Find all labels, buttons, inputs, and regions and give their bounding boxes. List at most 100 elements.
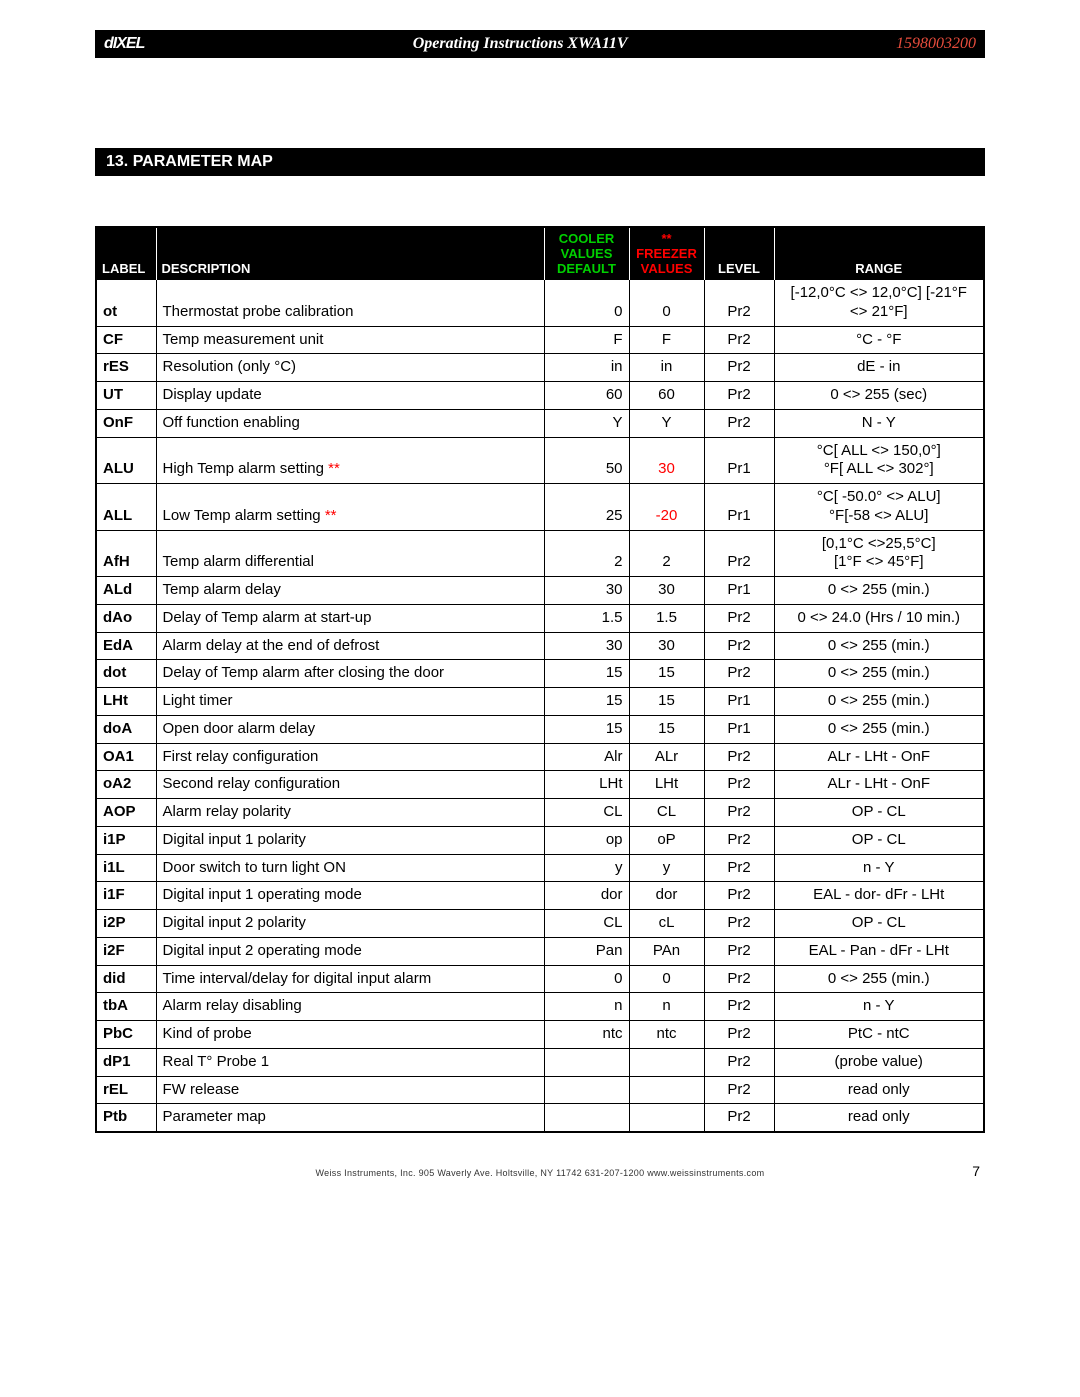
- cell-level: Pr1: [704, 688, 774, 716]
- th-freezer-l2: FREEZER: [636, 246, 697, 261]
- th-cooler-l3: DEFAULT: [557, 261, 616, 276]
- cell-description: First relay configuration: [156, 743, 544, 771]
- footer: Weiss Instruments, Inc. 905 Waverly Ave.…: [95, 1163, 985, 1179]
- section-title: 13. PARAMETER MAP: [95, 148, 985, 176]
- cell-cooler: in: [544, 354, 629, 382]
- cell-range: 0 <> 255 (sec): [774, 382, 984, 410]
- cell-freezer: cL: [629, 910, 704, 938]
- cell-description: Time interval/delay for digital input al…: [156, 965, 544, 993]
- cell-level: Pr2: [704, 1104, 774, 1132]
- cell-label: ALL: [96, 484, 156, 531]
- table-row: ALLLow Temp alarm setting **25-20Pr1°C[ …: [96, 484, 984, 531]
- th-freezer-l3: VALUES: [641, 261, 693, 276]
- table-row: dP1Real T° Probe 1Pr2(probe value): [96, 1048, 984, 1076]
- cell-range: OP - CL: [774, 826, 984, 854]
- cell-label: tbA: [96, 993, 156, 1021]
- cell-range: 0 <> 255 (min.): [774, 632, 984, 660]
- cell-description: Open door alarm delay: [156, 715, 544, 743]
- cell-description: Alarm delay at the end of defrost: [156, 632, 544, 660]
- cell-range: [0,1°C <>25,5°C][1°F <> 45°F]: [774, 530, 984, 577]
- table-row: ALdTemp alarm delay3030Pr10 <> 255 (min.…: [96, 577, 984, 605]
- cell-freezer: 0: [629, 965, 704, 993]
- cell-cooler: 30: [544, 577, 629, 605]
- cell-label: i1L: [96, 854, 156, 882]
- cell-level: Pr2: [704, 937, 774, 965]
- cell-freezer: 0: [629, 280, 704, 327]
- cell-freezer: F: [629, 326, 704, 354]
- cell-freezer: [629, 1048, 704, 1076]
- cell-level: Pr2: [704, 882, 774, 910]
- cell-freezer: LHt: [629, 771, 704, 799]
- cell-description: Digital input 2 operating mode: [156, 937, 544, 965]
- cell-range: 0 <> 255 (min.): [774, 965, 984, 993]
- cell-cooler: 50: [544, 437, 629, 484]
- cell-level: Pr2: [704, 854, 774, 882]
- cell-range: PtC - ntC: [774, 1021, 984, 1049]
- cell-description: High Temp alarm setting **: [156, 437, 544, 484]
- cell-description: Delay of Temp alarm at start-up: [156, 604, 544, 632]
- cell-cooler: F: [544, 326, 629, 354]
- table-row: dotDelay of Temp alarm after closing the…: [96, 660, 984, 688]
- cell-range: N - Y: [774, 409, 984, 437]
- cell-level: Pr2: [704, 354, 774, 382]
- cell-cooler: y: [544, 854, 629, 882]
- cell-level: Pr2: [704, 993, 774, 1021]
- table-row: rESResolution (only °C)ininPr2dE - in: [96, 354, 984, 382]
- cell-range: ALr - LHt - OnF: [774, 771, 984, 799]
- cell-level: Pr2: [704, 326, 774, 354]
- cell-description: Door switch to turn light ON: [156, 854, 544, 882]
- cell-description: Digital input 1 operating mode: [156, 882, 544, 910]
- cell-label: OnF: [96, 409, 156, 437]
- cell-level: Pr2: [704, 771, 774, 799]
- table-row: i1FDigital input 1 operating modedordorP…: [96, 882, 984, 910]
- cell-level: Pr1: [704, 577, 774, 605]
- cell-description: Temp alarm delay: [156, 577, 544, 605]
- cell-label: Ptb: [96, 1104, 156, 1132]
- cell-range: 0 <> 255 (min.): [774, 577, 984, 605]
- cell-label: i1F: [96, 882, 156, 910]
- cell-range: n - Y: [774, 993, 984, 1021]
- cell-freezer: dor: [629, 882, 704, 910]
- cell-range: 0 <> 255 (min.): [774, 688, 984, 716]
- cell-range: [-12,0°C <> 12,0°C] [-21°F <> 21°F]: [774, 280, 984, 327]
- cell-cooler: 2: [544, 530, 629, 577]
- cell-cooler: 15: [544, 688, 629, 716]
- cell-cooler: 0: [544, 280, 629, 327]
- cell-freezer: [629, 1104, 704, 1132]
- cell-cooler: 30: [544, 632, 629, 660]
- cell-level: Pr2: [704, 660, 774, 688]
- cell-description: Alarm relay disabling: [156, 993, 544, 1021]
- cell-description: Kind of probe: [156, 1021, 544, 1049]
- cell-freezer: oP: [629, 826, 704, 854]
- cell-label: i2P: [96, 910, 156, 938]
- cell-description: Delay of Temp alarm after closing the do…: [156, 660, 544, 688]
- cell-level: Pr2: [704, 1048, 774, 1076]
- cell-description: Temp measurement unit: [156, 326, 544, 354]
- th-cooler: COOLER VALUES DEFAULT: [544, 227, 629, 280]
- table-body: otThermostat probe calibration00Pr2[-12,…: [96, 280, 984, 1133]
- cell-range: ALr - LHt - OnF: [774, 743, 984, 771]
- cell-label: i1P: [96, 826, 156, 854]
- cell-description: Parameter map: [156, 1104, 544, 1132]
- cell-label: dAo: [96, 604, 156, 632]
- cell-cooler: 60: [544, 382, 629, 410]
- cell-freezer: 1.5: [629, 604, 704, 632]
- cell-label: OA1: [96, 743, 156, 771]
- table-row: oA2Second relay configurationLHtLHtPr2AL…: [96, 771, 984, 799]
- cell-cooler: LHt: [544, 771, 629, 799]
- cell-label: rEL: [96, 1076, 156, 1104]
- table-row: PtbParameter mapPr2read only: [96, 1104, 984, 1132]
- cell-range: EAL - Pan - dFr - LHt: [774, 937, 984, 965]
- cell-freezer: 15: [629, 660, 704, 688]
- cell-level: Pr2: [704, 910, 774, 938]
- cell-freezer: y: [629, 854, 704, 882]
- cell-level: Pr2: [704, 743, 774, 771]
- cell-level: Pr2: [704, 604, 774, 632]
- cell-freezer: ntc: [629, 1021, 704, 1049]
- cell-range: EAL - dor- dFr - LHt: [774, 882, 984, 910]
- th-cooler-l2: VALUES: [561, 246, 613, 261]
- table-row: LHtLight timer1515Pr10 <> 255 (min.): [96, 688, 984, 716]
- cell-cooler: [544, 1076, 629, 1104]
- footer-text: Weiss Instruments, Inc. 905 Waverly Ave.…: [120, 1168, 960, 1178]
- cell-range: dE - in: [774, 354, 984, 382]
